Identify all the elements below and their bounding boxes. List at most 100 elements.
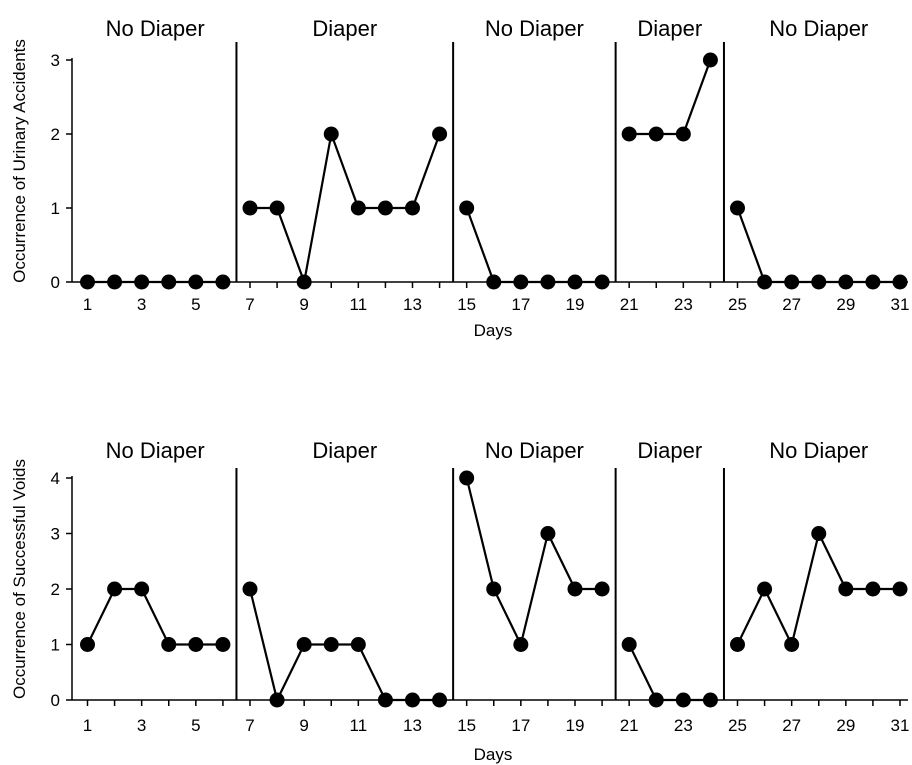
data-point	[730, 200, 745, 216]
data-point	[107, 581, 123, 597]
data-point	[188, 637, 204, 652]
data-point	[486, 274, 502, 290]
x-axis-title: Days	[474, 745, 513, 764]
data-point	[702, 692, 718, 708]
y-tick-label: 2	[51, 125, 60, 144]
data-point	[784, 274, 800, 290]
data-point	[188, 274, 204, 290]
phase-label: Diaper	[637, 438, 702, 463]
data-point	[540, 526, 556, 541]
y-axis-title: Occurrence of Urinary Accidents	[10, 39, 29, 283]
y-axis-title: Occurrence of Successful Voids	[10, 459, 29, 699]
x-tick-label: 3	[137, 716, 146, 735]
data-point	[269, 692, 285, 708]
x-tick-label: 21	[620, 295, 639, 314]
x-tick-label: 3	[137, 295, 146, 314]
series-line	[465, 477, 603, 648]
data-point	[865, 581, 881, 597]
data-point	[621, 126, 637, 142]
x-tick-label: 5	[191, 295, 200, 314]
data-point	[757, 274, 773, 290]
data-point	[459, 200, 475, 216]
x-tick-label: 17	[511, 295, 530, 314]
phase-label: No Diaper	[106, 438, 205, 463]
phase-label: Diaper	[312, 438, 377, 463]
phase-label: No Diaper	[485, 438, 584, 463]
x-tick-label: 7	[245, 716, 254, 735]
x-tick-label: 29	[836, 295, 855, 314]
data-point	[269, 200, 285, 216]
data-point	[350, 637, 366, 652]
data-point	[323, 126, 339, 142]
x-tick-label: 31	[891, 716, 910, 735]
data-point	[811, 526, 827, 541]
data-point	[296, 274, 312, 290]
y-tick-label: 3	[51, 525, 60, 544]
data-point	[432, 126, 448, 142]
x-tick-label: 1	[83, 716, 92, 735]
data-point	[892, 581, 908, 597]
data-point	[675, 126, 691, 142]
data-point	[377, 200, 393, 216]
x-tick-label: 13	[403, 716, 422, 735]
data-point	[865, 274, 881, 290]
series-line	[629, 59, 712, 136]
x-tick-label: 1	[83, 295, 92, 314]
x-tick-label: 9	[299, 295, 308, 314]
x-tick-label: 23	[674, 716, 693, 735]
data-point	[107, 274, 123, 290]
x-tick-label: 11	[350, 716, 368, 735]
data-point	[567, 581, 583, 597]
data-point	[350, 200, 366, 216]
data-point	[648, 692, 664, 708]
data-point	[730, 637, 745, 652]
data-point	[702, 52, 718, 68]
data-point	[811, 274, 827, 290]
data-point	[594, 581, 610, 597]
data-point	[134, 581, 150, 597]
x-tick-label: 27	[782, 295, 801, 314]
data-point	[513, 274, 529, 290]
data-point	[675, 692, 691, 708]
data-point	[215, 637, 231, 652]
data-point	[838, 581, 854, 597]
y-tick-label: 4	[51, 469, 60, 488]
x-tick-label: 25	[728, 716, 747, 735]
phase-label: No Diaper	[769, 438, 868, 463]
data-point	[784, 637, 800, 652]
data-point	[621, 637, 637, 652]
data-point	[567, 274, 583, 290]
data-point	[648, 126, 664, 142]
y-tick-label: 0	[51, 691, 60, 710]
data-point	[296, 637, 312, 652]
phase-label: No Diaper	[106, 16, 205, 41]
series-line	[86, 587, 223, 646]
data-point	[405, 692, 420, 708]
data-point	[80, 637, 95, 652]
x-tick-label: 23	[674, 295, 693, 314]
x-tick-label: 13	[403, 295, 422, 314]
data-point	[838, 274, 854, 290]
x-tick-label: 29	[836, 716, 855, 735]
x-tick-label: 9	[299, 716, 308, 735]
data-point	[405, 200, 420, 216]
series-line	[628, 644, 711, 702]
y-tick-label: 1	[51, 199, 60, 218]
x-tick-label: 17	[511, 716, 530, 735]
phase-label: Diaper	[312, 16, 377, 41]
y-tick-label: 2	[51, 580, 60, 599]
phase-label: No Diaper	[769, 16, 868, 41]
phase-label: Diaper	[637, 16, 702, 41]
x-tick-label: 19	[566, 295, 585, 314]
data-point	[432, 692, 448, 708]
x-tick-label: 27	[782, 716, 801, 735]
data-point	[513, 637, 529, 652]
x-axis-title: Days	[474, 321, 513, 340]
data-point	[134, 274, 150, 290]
phase-label: No Diaper	[485, 16, 584, 41]
x-tick-label: 19	[566, 716, 585, 735]
data-point	[323, 637, 339, 652]
